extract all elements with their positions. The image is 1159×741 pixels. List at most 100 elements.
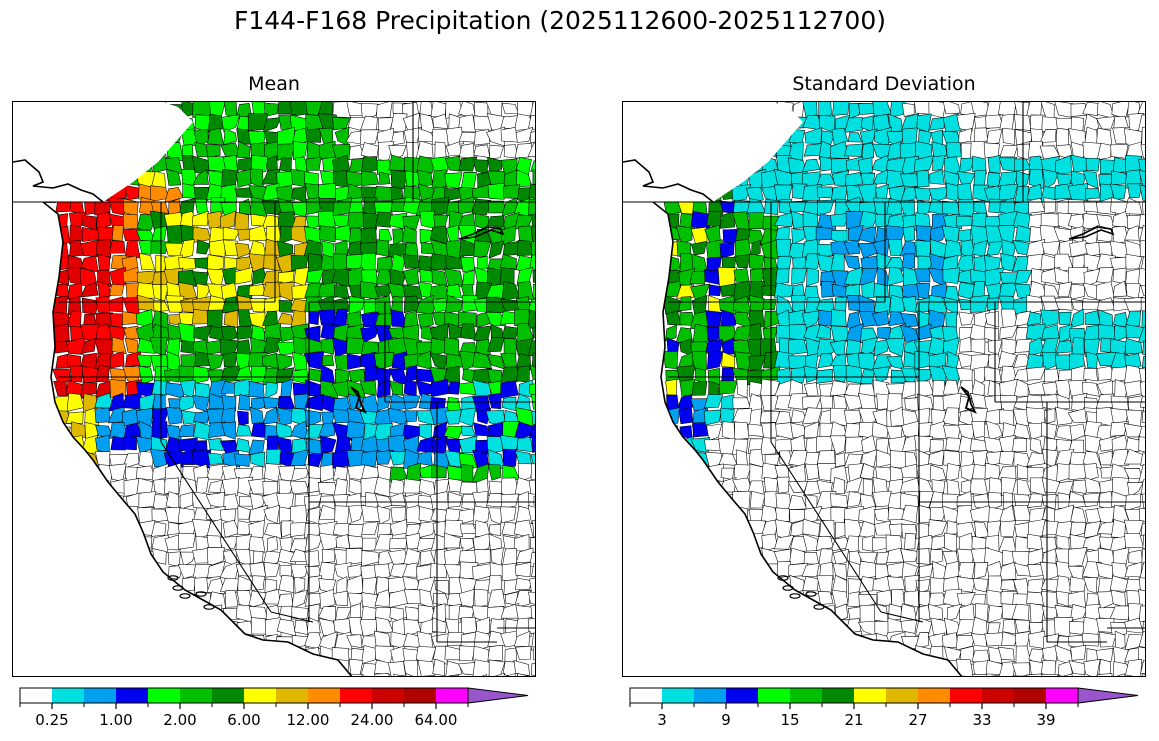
mean-colorbar-bin xyxy=(212,688,244,703)
mean-map-basin xyxy=(458,156,478,172)
sd-map-basin xyxy=(803,382,819,397)
mean-map-basin xyxy=(415,155,436,176)
sd-colorbar-bin xyxy=(1046,688,1078,703)
sd-map-basin xyxy=(901,102,915,117)
mean-map-basin xyxy=(181,144,194,158)
sd-map-basin xyxy=(1027,493,1044,508)
sd-map-basin xyxy=(1084,434,1102,454)
mean-map-basin xyxy=(279,157,292,173)
mean-map-basin xyxy=(487,368,503,384)
mean-map-basin xyxy=(474,102,489,119)
sd-map-basin xyxy=(1082,492,1101,507)
mean-map-basin xyxy=(445,294,463,314)
mean-map-basin xyxy=(471,198,492,215)
sd-map-island xyxy=(813,604,825,610)
mean-map-island xyxy=(195,591,207,597)
mean-map-basin xyxy=(206,577,226,595)
sd-map-basin xyxy=(843,241,861,255)
sd-map-basin xyxy=(1084,310,1101,326)
mean-map-basin xyxy=(515,126,534,143)
sd-map-basin xyxy=(1026,311,1042,326)
sd-map-basin xyxy=(802,102,818,119)
sd-map-basin xyxy=(1138,214,1145,228)
mean-map-basin xyxy=(262,117,282,133)
sd-map-basin xyxy=(975,603,989,623)
mean-map-basin xyxy=(458,605,475,620)
sd-map-basin xyxy=(843,409,862,425)
mean-map-basin xyxy=(178,239,195,259)
mean-map-island xyxy=(203,604,215,610)
mean-map-basin xyxy=(222,267,236,285)
mean-map-basin xyxy=(264,617,282,637)
sd-map-basin xyxy=(1138,577,1145,591)
sd-map-basin xyxy=(1098,450,1113,466)
mean-map xyxy=(12,101,536,677)
sd-map-basin xyxy=(802,310,822,329)
sd-map-basin xyxy=(998,537,1017,553)
mean-map-basin xyxy=(403,659,418,676)
sd-map-basin xyxy=(788,338,809,356)
mean-map-basin xyxy=(487,337,505,353)
sd-map-basin xyxy=(1001,239,1017,258)
mean-map-basin xyxy=(247,478,266,495)
sd-map-basin xyxy=(829,435,847,455)
mean-map-basin xyxy=(393,673,403,676)
sd-map-basin xyxy=(749,294,765,314)
sd-map-basin xyxy=(802,576,819,592)
sd-map-basin xyxy=(931,409,946,426)
mean-map-basin xyxy=(108,463,127,482)
sd-map-basin xyxy=(802,395,822,409)
mean-map-basin xyxy=(278,479,294,496)
sd-map-basin xyxy=(690,226,708,245)
sd-map-basin xyxy=(915,632,929,649)
mean-map-basin xyxy=(532,520,535,538)
mean-map-basin xyxy=(443,532,461,549)
sd-map-basin xyxy=(1099,479,1114,494)
mean-map-basin xyxy=(265,381,279,399)
sd-map-basin xyxy=(1083,463,1099,482)
sd-map-island xyxy=(789,593,801,599)
mean-colorbar: 0.25 1.00 2.00 6.00 12.00 24.00 64.00 xyxy=(19,687,532,729)
mean-map-basin xyxy=(377,395,392,412)
sd-map-basin xyxy=(1015,631,1031,648)
mean-map-basin xyxy=(360,327,381,344)
mean-map-basin xyxy=(529,254,535,270)
sd-map-basin xyxy=(847,578,863,595)
sd-map-basin xyxy=(942,392,962,410)
mean-colorbar-bin xyxy=(340,688,372,703)
sd-map-basin xyxy=(801,562,820,577)
mean-map-basin xyxy=(445,660,463,676)
sd-map-basin xyxy=(916,548,931,565)
sd-map-basin xyxy=(888,523,903,538)
mean-map-basin xyxy=(122,198,139,217)
sd-map-basin xyxy=(787,494,808,510)
mean-map-basin xyxy=(348,197,364,215)
mean-map-basin xyxy=(222,519,240,538)
mean-map-basin xyxy=(516,437,534,453)
mean-map-basin xyxy=(419,210,436,230)
sd-map-basin xyxy=(1002,127,1015,145)
sd-map-basin xyxy=(1138,507,1145,522)
mean-map-basin xyxy=(472,563,492,581)
sd-colorbar-tick-label: 33 xyxy=(972,711,991,729)
mean-map-basin xyxy=(532,327,535,339)
sd-map-basin xyxy=(984,310,1000,328)
sd-map-basin xyxy=(748,212,766,230)
mean-map-basin xyxy=(494,672,505,676)
sd-map-basin xyxy=(1126,282,1141,300)
mean-map-basin xyxy=(481,674,488,676)
mean-map-basin xyxy=(531,435,535,453)
mean-map-basin xyxy=(108,213,125,229)
sd-map-basin xyxy=(1124,437,1140,452)
sd-map-basin xyxy=(902,225,915,243)
sd-map-basin xyxy=(943,102,961,115)
mean-map-basin xyxy=(360,227,378,246)
sd-colorbar-bin xyxy=(854,688,886,703)
mean-map-basin xyxy=(180,551,198,567)
sd-map-basin xyxy=(1138,605,1145,623)
sd-map-basin xyxy=(915,617,933,636)
mean-map-basin xyxy=(152,393,166,411)
sd-map-basin xyxy=(1039,129,1057,143)
mean-map-basin xyxy=(404,410,418,422)
mean-map-basin xyxy=(264,463,282,482)
